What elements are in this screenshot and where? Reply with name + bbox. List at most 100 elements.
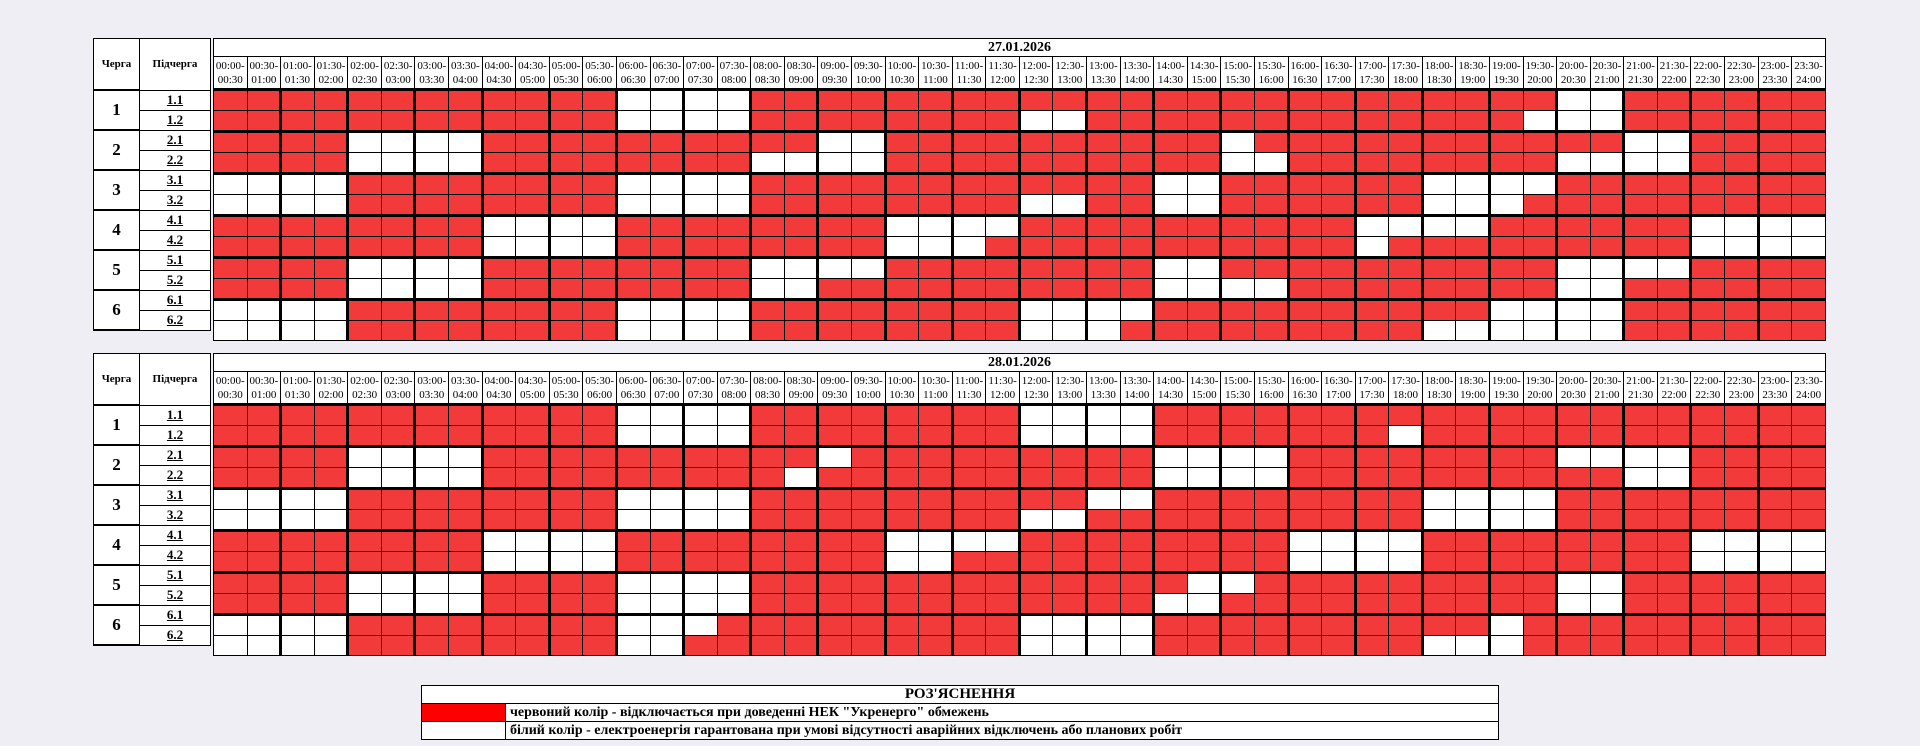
slot-cell (716, 467, 751, 489)
slot-cell (1017, 236, 1053, 258)
slot-cell (1353, 130, 1389, 153)
slot-cell (448, 487, 483, 510)
slot-cell (1656, 236, 1691, 258)
slot-cell (614, 467, 651, 489)
slot-cell (816, 487, 852, 510)
slot-cell (346, 593, 382, 615)
slot-cell (1555, 551, 1591, 573)
slot-cell (1085, 194, 1121, 216)
slot-cell (1219, 214, 1255, 237)
slot-cell (716, 298, 751, 321)
slot-cell (1085, 635, 1121, 656)
slot-cell (850, 298, 886, 321)
slot-cell (413, 236, 449, 258)
slot-cell (1186, 88, 1221, 111)
slot-cell (783, 635, 818, 656)
slot-cell (1085, 88, 1121, 111)
slot-cell (1052, 278, 1087, 300)
slot-cell (1017, 130, 1053, 153)
slot-cell (279, 298, 315, 321)
slot-cell (380, 613, 415, 636)
slot-cell (1589, 613, 1624, 636)
slot-cell (1589, 130, 1624, 153)
slot-cell (783, 298, 818, 321)
slot-cell (649, 298, 684, 321)
slot-cell (313, 88, 348, 111)
slot-cell (783, 551, 818, 573)
slot-cell (749, 152, 785, 174)
slot-cell (950, 88, 986, 111)
slot-cell (649, 214, 684, 237)
slot-cell (515, 509, 550, 531)
slot-cell (816, 509, 852, 531)
slot-cell (1085, 152, 1121, 174)
slot-cell (883, 88, 919, 111)
slot-cell (279, 445, 315, 468)
slot-cell (1321, 152, 1356, 174)
slot-cell (1791, 320, 1826, 341)
time-slot-header: 01:30- 02:00 (313, 56, 349, 90)
slot-cell (985, 487, 1020, 510)
slot-cell (950, 152, 986, 174)
slot-cell (1487, 445, 1524, 468)
slot-cell (783, 172, 818, 195)
slot-cell (985, 445, 1020, 468)
slot-cell (883, 613, 919, 636)
slot-cell (1186, 256, 1221, 279)
slot-cell (1253, 172, 1288, 195)
slot-cell (1689, 298, 1725, 321)
slot-cell (413, 467, 449, 489)
slot-cell (1555, 172, 1591, 195)
time-slot-header: 22:00- 22:30 (1690, 371, 1726, 405)
slot-cell (1052, 487, 1087, 510)
slot-cell (1152, 256, 1188, 279)
slot-cell (1219, 88, 1255, 111)
slot-cell (279, 130, 315, 153)
slot-cell (246, 403, 281, 426)
slot-cell (1253, 593, 1288, 615)
time-slot-header: 01:00- 01:30 (280, 371, 315, 405)
slot-cell (582, 320, 617, 341)
slot-cell (1085, 256, 1121, 279)
slot-cell (716, 425, 751, 447)
slot-cell (649, 467, 684, 489)
slot-cell (1689, 635, 1725, 656)
slot-cell (246, 88, 281, 111)
slot-cell (1622, 172, 1658, 195)
slot-cell (682, 278, 718, 300)
slot-cell (346, 278, 382, 300)
slot-cell (1522, 256, 1557, 279)
time-slot-header: 07:30- 08:00 (716, 56, 752, 90)
time-slot-header: 18:00- 18:30 (1421, 371, 1457, 405)
slot-cell (1052, 236, 1087, 258)
slot-cell (515, 110, 550, 132)
slot-cell (346, 152, 382, 174)
slot-cell (1119, 403, 1154, 426)
time-slot-header: 13:00- 13:30 (1086, 56, 1121, 90)
slot-cell (346, 551, 382, 573)
slot-cell (783, 214, 818, 237)
slot-cell (480, 214, 516, 237)
slot-cell (1724, 613, 1759, 636)
time-slot-header: 06:30- 07:00 (649, 371, 685, 405)
slot-cell (213, 403, 248, 426)
slot-cell (682, 298, 718, 321)
slot-cell (1321, 130, 1356, 153)
slot-cell (1186, 236, 1221, 258)
slot-cell (1689, 593, 1725, 615)
slot-cell (850, 529, 886, 552)
time-slot-header: 12:30- 13:00 (1052, 371, 1088, 405)
slot-cell (918, 487, 953, 510)
slot-cell (246, 487, 281, 510)
slot-cell (614, 593, 651, 615)
slot-cell (547, 298, 583, 321)
slot-cell (850, 256, 886, 279)
slot-cell (1791, 403, 1826, 426)
slot-cell (1589, 529, 1624, 552)
slot-cell (1455, 445, 1490, 468)
slot-cell (1455, 256, 1490, 279)
slot-cell (1689, 613, 1725, 636)
slot-cell (448, 571, 483, 594)
slot-cell (547, 635, 583, 656)
slot-cell (716, 593, 751, 615)
